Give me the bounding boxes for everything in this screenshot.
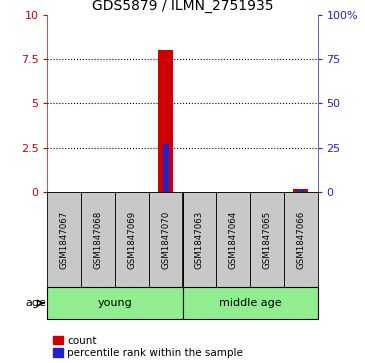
Title: GDS5879 / ILMN_2751935: GDS5879 / ILMN_2751935 [92, 0, 273, 13]
Bar [216, 192, 250, 287]
Text: GSM1847064: GSM1847064 [228, 211, 238, 269]
Bar [149, 192, 182, 287]
Bar [297, 189, 304, 192]
Bar [115, 192, 149, 287]
Text: GSM1847063: GSM1847063 [195, 211, 204, 269]
Text: GSM1847065: GSM1847065 [262, 211, 272, 269]
Text: GSM1847067: GSM1847067 [60, 211, 69, 269]
Bar [293, 189, 308, 192]
Text: middle age: middle age [219, 298, 281, 308]
Bar [47, 192, 81, 287]
Text: GSM1847068: GSM1847068 [93, 211, 103, 269]
Bar [284, 192, 318, 287]
Text: GSM1847066: GSM1847066 [296, 211, 305, 269]
Text: young: young [97, 298, 132, 308]
Bar [182, 192, 216, 287]
Bar [47, 287, 182, 319]
Bar [81, 192, 115, 287]
Text: GSM1847069: GSM1847069 [127, 211, 137, 269]
Text: GSM1847070: GSM1847070 [161, 211, 170, 269]
Bar [182, 287, 318, 319]
Text: age: age [25, 298, 46, 308]
Bar [158, 50, 173, 192]
Bar [250, 192, 284, 287]
Bar [162, 144, 169, 192]
Legend: count, percentile rank within the sample: count, percentile rank within the sample [53, 335, 243, 358]
